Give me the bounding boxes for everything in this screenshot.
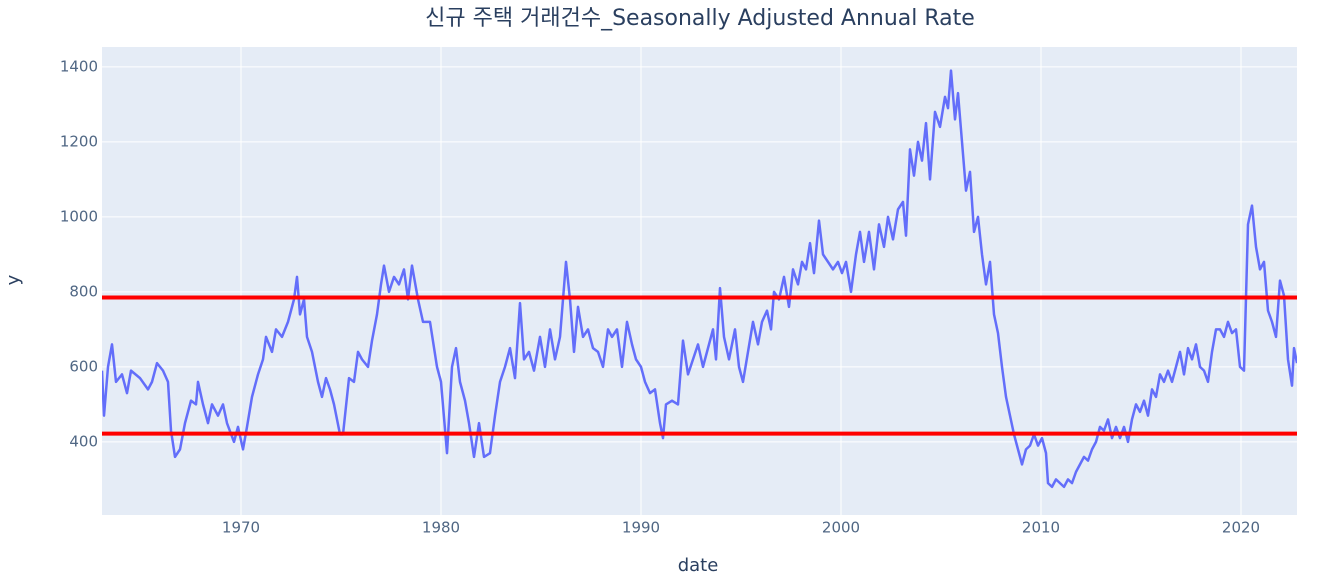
data-line — [102, 69, 1297, 489]
x-axis-label: date — [678, 555, 719, 576]
y-tick-label: 1000 — [60, 207, 98, 225]
y-tick-label: 1200 — [60, 132, 98, 150]
plot-area — [102, 47, 1297, 515]
y-tick-label: 600 — [69, 357, 98, 375]
x-tick-label: 2000 — [822, 519, 860, 537]
x-tick-label: 1980 — [422, 519, 460, 537]
x-tick-label: 1970 — [222, 519, 260, 537]
y-tick-label: 400 — [69, 432, 98, 450]
y-tick-label: 1400 — [60, 57, 98, 75]
x-tick-label: 1990 — [622, 519, 660, 537]
x-tick-label: 2020 — [1222, 519, 1260, 537]
y-axis-label: y — [3, 274, 24, 285]
x-tick-label: 2010 — [1022, 519, 1060, 537]
chart-title: 신규 주택 거래건수_Seasonally Adjusted Annual Ra… — [425, 6, 975, 31]
y-tick-label: 800 — [69, 282, 98, 300]
